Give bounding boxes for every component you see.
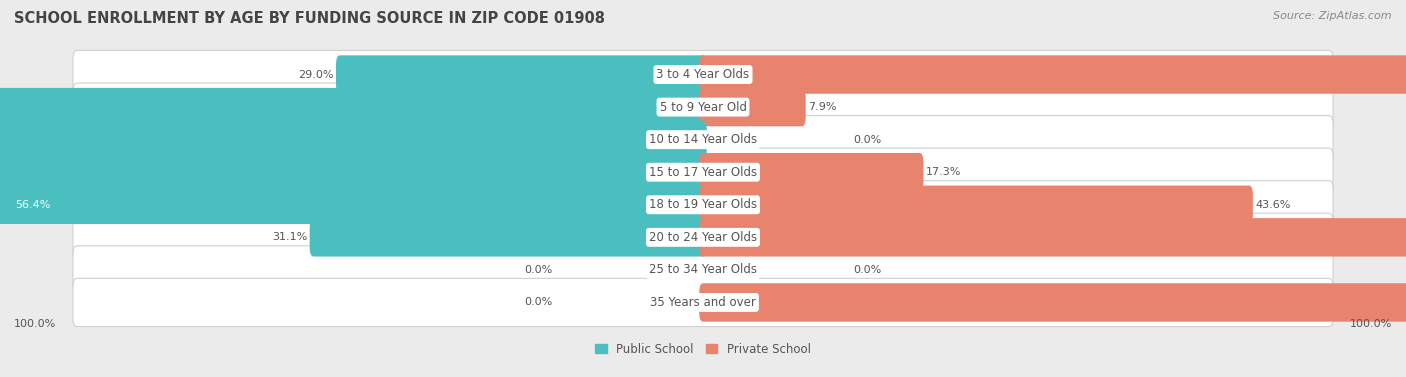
FancyBboxPatch shape xyxy=(0,153,707,192)
Text: 17.3%: 17.3% xyxy=(927,167,962,177)
FancyBboxPatch shape xyxy=(0,121,707,159)
FancyBboxPatch shape xyxy=(699,218,1406,257)
Text: 100.0%: 100.0% xyxy=(1350,319,1392,329)
Text: 5 to 9 Year Old: 5 to 9 Year Old xyxy=(659,101,747,113)
FancyBboxPatch shape xyxy=(73,51,1333,99)
Text: 0.0%: 0.0% xyxy=(524,265,553,275)
FancyBboxPatch shape xyxy=(0,185,707,224)
FancyBboxPatch shape xyxy=(336,55,707,94)
FancyBboxPatch shape xyxy=(73,246,1333,294)
FancyBboxPatch shape xyxy=(699,88,806,126)
FancyBboxPatch shape xyxy=(73,181,1333,229)
Legend: Public School, Private School: Public School, Private School xyxy=(591,338,815,360)
FancyBboxPatch shape xyxy=(73,83,1333,131)
Text: 56.4%: 56.4% xyxy=(15,200,51,210)
Text: 3 to 4 Year Olds: 3 to 4 Year Olds xyxy=(657,68,749,81)
Text: 29.0%: 29.0% xyxy=(298,69,333,80)
FancyBboxPatch shape xyxy=(699,153,924,192)
FancyBboxPatch shape xyxy=(73,278,1333,326)
FancyBboxPatch shape xyxy=(699,283,1406,322)
FancyBboxPatch shape xyxy=(0,88,707,126)
Text: 35 Years and over: 35 Years and over xyxy=(650,296,756,309)
Text: 7.9%: 7.9% xyxy=(808,102,837,112)
Text: 18 to 19 Year Olds: 18 to 19 Year Olds xyxy=(650,198,756,211)
Text: 0.0%: 0.0% xyxy=(524,297,553,308)
Text: 31.1%: 31.1% xyxy=(271,232,307,242)
Text: 100.0%: 100.0% xyxy=(14,319,56,329)
Text: 25 to 34 Year Olds: 25 to 34 Year Olds xyxy=(650,264,756,276)
Text: SCHOOL ENROLLMENT BY AGE BY FUNDING SOURCE IN ZIP CODE 01908: SCHOOL ENROLLMENT BY AGE BY FUNDING SOUR… xyxy=(14,11,605,26)
Text: Source: ZipAtlas.com: Source: ZipAtlas.com xyxy=(1274,11,1392,21)
Text: 0.0%: 0.0% xyxy=(853,265,882,275)
FancyBboxPatch shape xyxy=(699,55,1406,94)
Text: 43.6%: 43.6% xyxy=(1256,200,1291,210)
Text: 10 to 14 Year Olds: 10 to 14 Year Olds xyxy=(650,133,756,146)
FancyBboxPatch shape xyxy=(73,148,1333,196)
Text: 20 to 24 Year Olds: 20 to 24 Year Olds xyxy=(650,231,756,244)
Text: 0.0%: 0.0% xyxy=(853,135,882,145)
FancyBboxPatch shape xyxy=(73,116,1333,164)
FancyBboxPatch shape xyxy=(699,185,1253,224)
FancyBboxPatch shape xyxy=(309,218,707,257)
Text: 15 to 17 Year Olds: 15 to 17 Year Olds xyxy=(650,166,756,179)
FancyBboxPatch shape xyxy=(73,213,1333,261)
